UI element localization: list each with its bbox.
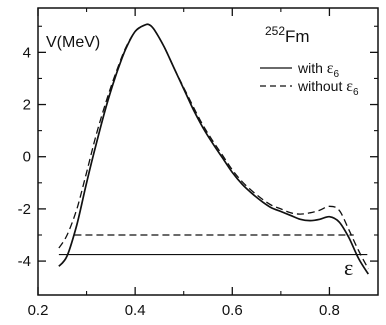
legend-label-dashed: without ε6 <box>297 78 359 98</box>
nucleus-symbol: Fm <box>285 27 310 46</box>
series-line-with-eps6 <box>58 23 370 275</box>
y-axis-label: V(MeV) <box>46 34 100 51</box>
legend-label-dashed-symbol: ε <box>346 78 353 95</box>
x-tick-label: 0.8 <box>319 302 340 319</box>
legend: with ε6 without ε6 <box>260 60 359 98</box>
x-axis-symbol: ε <box>344 255 353 280</box>
nucleus-mass-number: 252 <box>265 24 285 38</box>
legend-label-dashed-text: without <box>297 78 342 94</box>
reference-lines <box>58 234 368 256</box>
y-tick-label: -2 <box>18 201 31 218</box>
x-tick-label: 0.2 <box>28 302 49 319</box>
series-lines <box>58 23 370 275</box>
axis-tick-labels: -4 -2 0 2 4 0.2 0.4 0.6 0.8 <box>18 44 340 319</box>
legend-label-solid-subscript: 6 <box>334 69 340 80</box>
y-tick-label: 0 <box>23 149 31 166</box>
y-tick-label: 4 <box>23 44 31 61</box>
legend-label-solid: with ε6 <box>297 60 340 80</box>
series-line-without-eps6 <box>58 23 369 270</box>
x-tick-label: 0.6 <box>222 302 243 319</box>
nucleus-label: 252Fm <box>265 24 310 46</box>
plot-frame <box>37 7 379 296</box>
legend-label-dashed-subscript: 6 <box>353 87 359 98</box>
legend-label-solid-text: with <box>297 60 323 76</box>
legend-label-solid-symbol: ε <box>327 60 334 77</box>
x-tick-label: 0.4 <box>125 302 146 319</box>
y-tick-label: -4 <box>18 253 31 270</box>
y-tick-label: 2 <box>23 97 31 114</box>
axis-ticks <box>37 8 378 295</box>
